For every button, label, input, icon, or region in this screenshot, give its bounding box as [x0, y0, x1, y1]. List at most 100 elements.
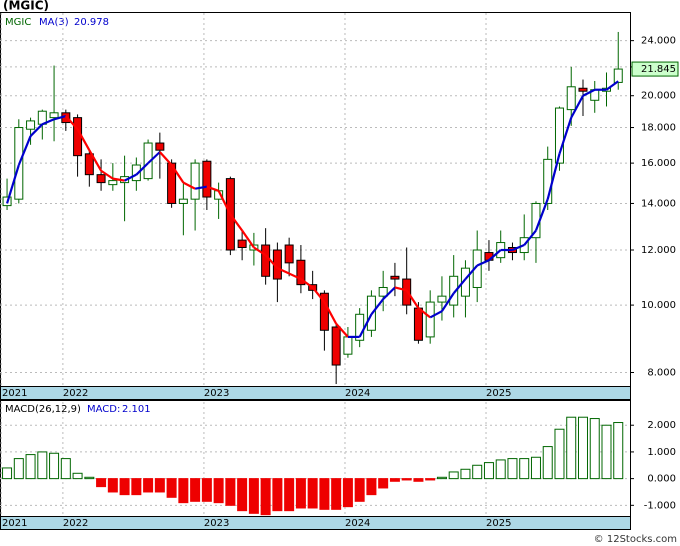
candle-body — [261, 244, 271, 277]
y-tick-label: 12.000 — [641, 245, 676, 256]
y-tick-label: 8.000 — [647, 367, 676, 378]
macd-bar — [25, 454, 36, 480]
macd-bar — [342, 478, 353, 508]
ma-segment — [147, 151, 161, 164]
ma-segment — [488, 249, 502, 262]
ma-segment — [534, 198, 549, 231]
ma-segment — [429, 310, 443, 319]
macd-bar — [49, 452, 60, 480]
candle-body — [108, 180, 118, 186]
macd-bar — [401, 478, 412, 481]
ma-segment — [570, 95, 584, 119]
y-tick-label: 1.000 — [647, 447, 676, 458]
x-tick-label: 2025 — [486, 518, 511, 529]
macd-bar — [542, 446, 553, 480]
candle-body — [425, 301, 435, 338]
macd-bar — [107, 478, 118, 493]
y-tick-label: 2.000 — [647, 420, 676, 431]
macd-bar — [2, 467, 13, 480]
ma-segment — [88, 149, 103, 172]
macd-caption: MACD: — [87, 404, 120, 415]
candle-body — [178, 198, 188, 204]
candle-body — [26, 120, 36, 130]
macd-bar — [613, 422, 624, 480]
macd-bar — [389, 478, 400, 482]
macd-bar — [295, 478, 306, 509]
macd-bar — [519, 458, 530, 480]
ma-segment — [53, 114, 67, 121]
x-tick-label: 2025 — [486, 388, 511, 399]
ma-segment — [452, 278, 467, 294]
candle-body — [202, 160, 212, 198]
macd-bar — [154, 478, 165, 493]
candle-body — [296, 259, 306, 286]
macd-bar — [601, 424, 612, 480]
macd-bar — [507, 458, 518, 480]
ma-segment — [229, 213, 244, 232]
y-tick-label: 20.000 — [641, 91, 676, 102]
last-price-box — [631, 61, 679, 77]
macd-bar — [190, 478, 201, 502]
macd-bar — [566, 416, 577, 480]
ma-segment — [417, 307, 431, 319]
macd-bar — [495, 459, 506, 480]
y-tick-label: 18.000 — [641, 123, 676, 134]
macd-bar — [413, 478, 424, 482]
y-tick-label: -1.000 — [644, 500, 676, 511]
ma-segment — [206, 185, 219, 192]
ma-segment — [159, 151, 173, 166]
ma-segment — [558, 117, 573, 155]
macd-bar — [131, 478, 142, 496]
x-tick-label: 2024 — [345, 388, 370, 399]
ma-segment — [253, 246, 267, 257]
macd-bar — [530, 456, 541, 480]
candle-body — [73, 117, 83, 157]
ma-segment — [76, 128, 91, 151]
macd-bar — [354, 478, 365, 502]
macd-bar — [237, 478, 248, 512]
y-tick-label: 16.000 — [641, 158, 676, 169]
ma-segment — [370, 298, 385, 315]
ma-segment — [182, 181, 196, 190]
candle-body — [96, 174, 106, 184]
macd-bar — [96, 478, 107, 488]
ma-segment — [464, 264, 479, 280]
candle-body — [449, 275, 459, 306]
macd-bar — [119, 478, 130, 496]
ma-segment — [382, 286, 396, 300]
ma-segment — [546, 153, 561, 200]
ma-segment — [17, 135, 32, 166]
ma-segment — [100, 169, 114, 180]
macd-bar — [178, 478, 189, 504]
macd-bar — [366, 478, 377, 496]
macd-bar — [143, 478, 154, 493]
ma-segment — [405, 289, 420, 309]
candle-body — [343, 336, 353, 355]
macd-bar — [378, 478, 389, 489]
macd-bar — [472, 464, 483, 480]
ma-segment — [29, 123, 44, 137]
y-tick-label: 14.000 — [641, 198, 676, 209]
macd-bar — [225, 478, 236, 506]
candle-body — [378, 286, 388, 297]
macd-bar — [201, 478, 212, 502]
legend-ma: MA(3) — [39, 17, 69, 28]
y-tick-label: 10.000 — [641, 300, 676, 311]
macd-bar — [37, 451, 48, 480]
candle-body — [131, 164, 141, 182]
macd-bar — [319, 478, 330, 510]
candle-body — [566, 86, 576, 111]
macd-bar — [166, 478, 177, 498]
y-tick-label: 24.000 — [641, 36, 676, 47]
ma-segment — [276, 267, 290, 275]
candle-body — [237, 239, 247, 249]
ma-segment — [335, 323, 349, 338]
macd-bar — [72, 472, 83, 480]
macd-bar — [60, 458, 71, 480]
last-price-label: 21.845 — [641, 64, 676, 75]
ma-segment — [358, 313, 373, 338]
ma-segment — [64, 115, 79, 130]
ma-segment — [6, 164, 20, 204]
ma-segment — [300, 278, 314, 289]
